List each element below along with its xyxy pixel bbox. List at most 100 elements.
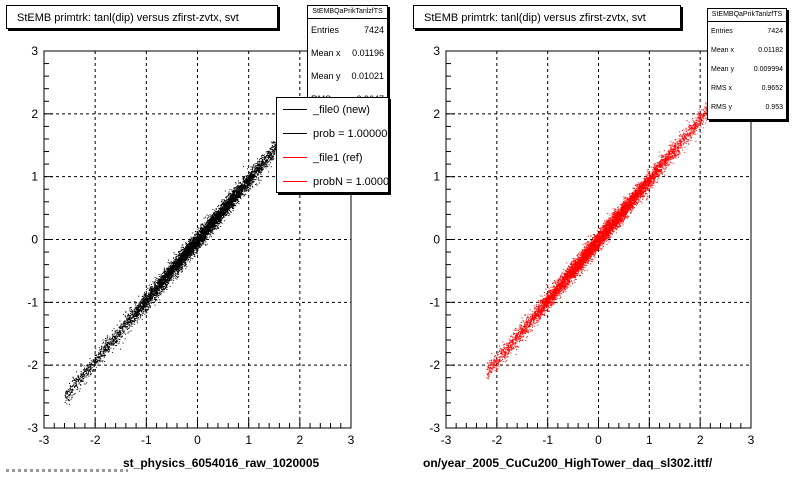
data-point bbox=[270, 152, 272, 154]
data-point bbox=[135, 302, 137, 304]
data-point bbox=[151, 292, 153, 294]
data-point bbox=[204, 216, 206, 218]
data-point bbox=[231, 189, 233, 191]
data-point bbox=[191, 250, 193, 252]
data-point bbox=[131, 310, 133, 312]
data-point bbox=[170, 265, 171, 267]
data-point bbox=[208, 232, 210, 234]
data-point bbox=[247, 180, 249, 182]
data-point bbox=[173, 267, 174, 269]
data-point bbox=[92, 366, 94, 368]
data-point bbox=[242, 186, 244, 188]
data-point bbox=[248, 183, 250, 185]
data-point bbox=[117, 332, 119, 333]
data-point bbox=[171, 265, 173, 266]
data-point bbox=[98, 353, 100, 355]
data-point bbox=[238, 191, 240, 193]
data-point bbox=[158, 285, 160, 287]
data-point bbox=[111, 330, 113, 332]
data-point bbox=[230, 193, 232, 195]
data-point bbox=[177, 267, 179, 269]
data-point bbox=[260, 167, 262, 169]
data-point bbox=[101, 354, 103, 356]
data-point bbox=[178, 251, 180, 253]
data-point bbox=[238, 201, 240, 202]
data-point bbox=[168, 263, 170, 265]
data-point bbox=[216, 219, 218, 221]
data-point bbox=[155, 279, 157, 281]
data-point bbox=[237, 202, 239, 203]
data-point bbox=[269, 153, 271, 154]
data-point bbox=[141, 305, 143, 307]
data-point bbox=[72, 386, 74, 388]
data-point bbox=[178, 257, 180, 258]
data-point bbox=[125, 322, 127, 324]
data-point bbox=[244, 194, 246, 196]
data-point bbox=[140, 310, 142, 312]
data-point bbox=[133, 320, 135, 322]
data-point bbox=[264, 162, 266, 164]
data-point bbox=[67, 396, 69, 398]
data-point bbox=[206, 232, 207, 233]
data-point bbox=[66, 390, 68, 392]
data-point bbox=[137, 308, 139, 310]
data-point bbox=[78, 378, 80, 380]
data-point bbox=[215, 228, 217, 230]
data-point bbox=[207, 228, 209, 230]
data-point bbox=[207, 232, 209, 234]
data-point bbox=[193, 249, 195, 251]
data-point bbox=[106, 335, 108, 337]
data-point bbox=[221, 199, 223, 201]
data-point bbox=[273, 142, 275, 144]
data-point bbox=[116, 333, 118, 335]
data-point bbox=[70, 399, 72, 401]
data-point bbox=[239, 187, 241, 189]
data-point bbox=[153, 295, 155, 297]
data-point bbox=[241, 184, 243, 186]
data-point bbox=[149, 305, 151, 307]
data-point bbox=[251, 171, 252, 173]
data-point bbox=[206, 226, 208, 228]
data-point bbox=[108, 346, 110, 348]
data-point bbox=[178, 258, 180, 260]
data-point bbox=[260, 171, 261, 173]
data-point bbox=[75, 382, 77, 384]
data-point bbox=[185, 264, 187, 266]
data-point bbox=[103, 354, 105, 356]
data-point bbox=[273, 158, 275, 160]
data-point bbox=[220, 226, 222, 227]
data-point bbox=[182, 247, 184, 249]
data-point bbox=[274, 151, 275, 153]
data-point bbox=[247, 174, 249, 176]
data-point bbox=[243, 184, 245, 186]
data-point bbox=[165, 286, 167, 288]
data-point bbox=[234, 198, 236, 199]
data-point bbox=[215, 222, 217, 224]
data-point bbox=[164, 269, 165, 271]
data-point bbox=[189, 261, 191, 263]
data-point bbox=[158, 286, 160, 288]
data-point bbox=[103, 347, 105, 348]
data-point bbox=[152, 302, 154, 304]
data-point bbox=[142, 307, 144, 309]
data-point bbox=[180, 256, 182, 258]
data-point bbox=[118, 341, 120, 343]
data-point bbox=[168, 277, 170, 279]
data-point bbox=[248, 184, 250, 186]
data-point bbox=[195, 249, 197, 251]
data-point bbox=[218, 211, 220, 213]
data-point bbox=[77, 375, 79, 377]
data-point bbox=[184, 254, 186, 256]
data-point bbox=[121, 330, 123, 332]
data-point bbox=[112, 341, 114, 343]
data-point bbox=[233, 198, 235, 200]
data-point bbox=[153, 291, 154, 293]
data-point bbox=[213, 218, 215, 220]
data-point bbox=[163, 291, 165, 293]
data-point bbox=[184, 249, 186, 251]
data-point bbox=[81, 376, 83, 378]
data-point bbox=[258, 170, 259, 172]
data-point bbox=[205, 224, 207, 226]
data-point bbox=[261, 165, 263, 167]
data-point bbox=[264, 160, 266, 162]
